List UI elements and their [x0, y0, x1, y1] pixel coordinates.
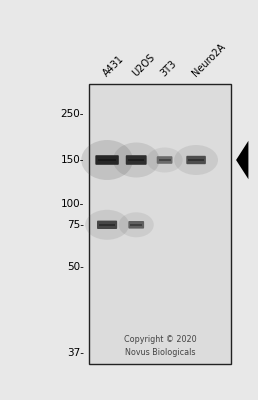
Bar — [98, 159, 116, 161]
Ellipse shape — [119, 212, 154, 237]
Text: Neuro2A: Neuro2A — [190, 41, 227, 78]
Bar — [128, 159, 144, 161]
Text: Copyright © 2020
Novus Biologicals: Copyright © 2020 Novus Biologicals — [124, 335, 196, 357]
Ellipse shape — [174, 145, 218, 175]
Text: 50-: 50- — [67, 262, 84, 272]
Bar — [89, 84, 231, 364]
Bar — [130, 224, 142, 226]
Text: 37-: 37- — [67, 348, 84, 358]
FancyBboxPatch shape — [97, 221, 117, 229]
Text: 3T3: 3T3 — [159, 58, 179, 78]
Ellipse shape — [81, 140, 133, 180]
FancyBboxPatch shape — [95, 155, 119, 165]
Bar — [159, 159, 171, 161]
FancyBboxPatch shape — [157, 156, 173, 164]
FancyBboxPatch shape — [128, 221, 144, 228]
FancyBboxPatch shape — [186, 156, 206, 164]
Text: U2OS: U2OS — [131, 52, 157, 78]
Ellipse shape — [85, 210, 129, 240]
Text: 150-: 150- — [60, 155, 84, 165]
FancyBboxPatch shape — [126, 155, 147, 165]
Ellipse shape — [113, 142, 159, 178]
Bar — [99, 224, 115, 226]
Polygon shape — [236, 141, 248, 179]
Bar — [188, 159, 204, 161]
Text: 75-: 75- — [67, 220, 84, 230]
Text: A431: A431 — [101, 53, 126, 78]
Ellipse shape — [147, 148, 183, 172]
Text: 250-: 250- — [60, 109, 84, 119]
Text: 100-: 100- — [60, 199, 84, 209]
